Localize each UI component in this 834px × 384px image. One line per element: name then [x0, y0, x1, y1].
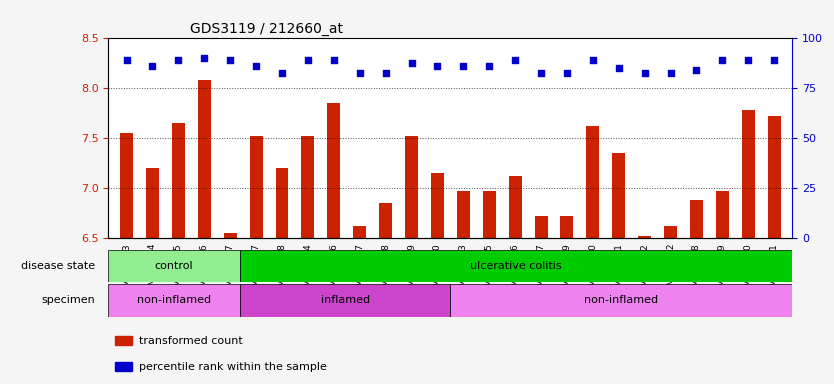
Point	[483, 63, 496, 70]
FancyBboxPatch shape	[450, 284, 792, 317]
Point	[275, 70, 289, 76]
Point	[353, 70, 366, 76]
Bar	[741, 110, 755, 238]
Point	[741, 57, 755, 63]
Bar	[690, 200, 703, 238]
Point	[457, 63, 470, 70]
Point	[767, 57, 781, 63]
Bar	[405, 136, 418, 238]
Bar	[120, 133, 133, 238]
Bar	[379, 203, 392, 238]
Bar	[483, 191, 495, 238]
Text: ulcerative colitis: ulcerative colitis	[470, 261, 562, 271]
Bar	[275, 168, 289, 238]
Text: percentile rank within the sample: percentile rank within the sample	[139, 362, 327, 372]
Text: non-inflamed: non-inflamed	[585, 295, 658, 306]
Point	[716, 57, 729, 63]
Point	[560, 70, 574, 76]
Bar	[457, 191, 470, 238]
Bar	[327, 103, 340, 238]
Bar	[224, 233, 237, 238]
Bar	[638, 236, 651, 238]
Point	[379, 70, 392, 76]
Text: GDS3119 / 212660_at: GDS3119 / 212660_at	[190, 22, 344, 36]
Point	[612, 65, 626, 71]
Bar	[535, 216, 547, 238]
Bar	[249, 136, 263, 238]
Bar	[146, 168, 159, 238]
Bar	[664, 226, 677, 238]
Bar	[767, 116, 781, 238]
Point	[638, 70, 651, 76]
Point	[535, 70, 548, 76]
Point	[120, 57, 133, 63]
Bar	[716, 191, 729, 238]
Point	[224, 57, 237, 63]
Point	[146, 63, 159, 70]
Point	[198, 55, 211, 61]
Text: transformed count: transformed count	[139, 336, 243, 346]
Point	[249, 63, 263, 70]
Point	[172, 57, 185, 63]
Point	[509, 57, 522, 63]
FancyBboxPatch shape	[108, 284, 240, 317]
Text: control: control	[155, 261, 193, 271]
Bar	[586, 126, 600, 238]
Point	[404, 60, 418, 66]
Text: disease state: disease state	[21, 261, 95, 271]
Bar	[560, 216, 574, 238]
Bar	[172, 123, 185, 238]
Bar	[431, 173, 444, 238]
Point	[430, 63, 444, 70]
Bar	[354, 226, 366, 238]
Text: non-inflamed: non-inflamed	[137, 295, 211, 306]
Text: specimen: specimen	[42, 295, 95, 306]
Point	[301, 57, 314, 63]
Bar	[198, 80, 211, 238]
Bar	[509, 176, 521, 238]
Point	[664, 70, 677, 76]
Bar	[612, 153, 626, 238]
Point	[586, 57, 600, 63]
FancyBboxPatch shape	[108, 250, 240, 282]
FancyBboxPatch shape	[240, 284, 450, 317]
Bar	[115, 336, 133, 346]
Bar	[115, 362, 133, 371]
FancyBboxPatch shape	[240, 250, 792, 282]
Bar	[301, 136, 314, 238]
Text: inflamed: inflamed	[320, 295, 369, 306]
Point	[690, 67, 703, 73]
Point	[327, 57, 340, 63]
